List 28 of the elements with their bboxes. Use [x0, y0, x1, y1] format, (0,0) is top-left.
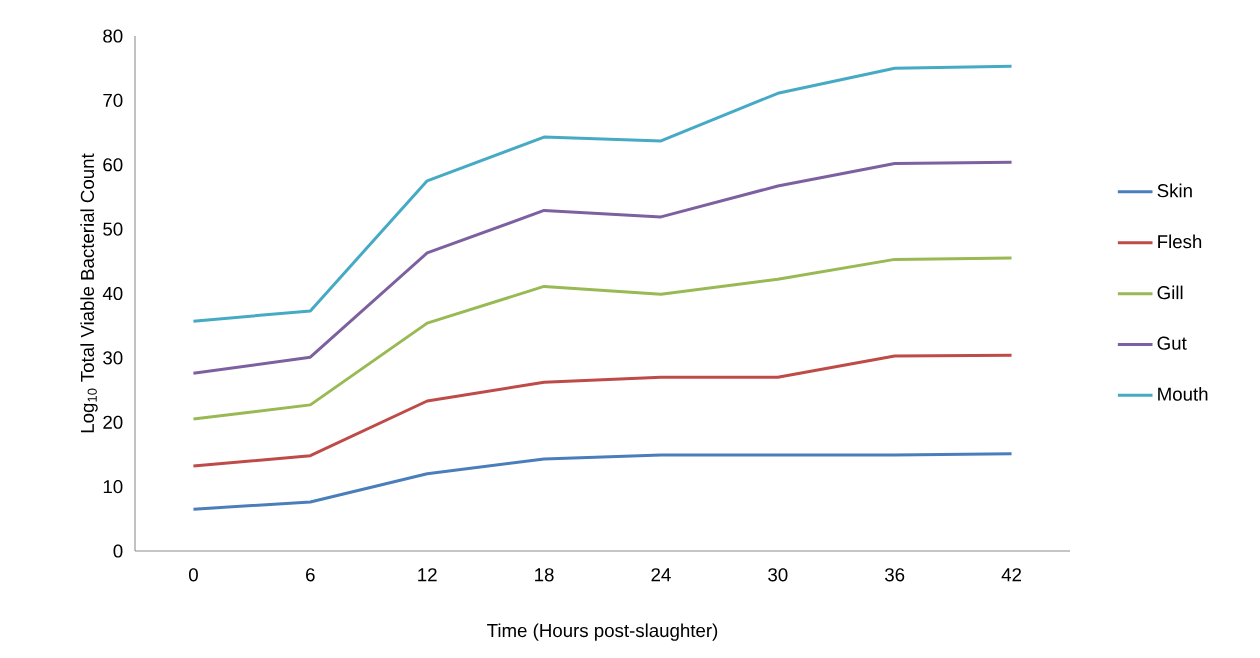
- line-series: [191, 256, 1014, 421]
- x-axis-title: Time (Hours post-slaughter): [487, 623, 718, 641]
- y-tick-label: 80: [103, 29, 123, 43]
- legend-label: Flesh: [1158, 234, 1202, 249]
- legend-label: Mouth: [1158, 387, 1208, 401]
- legend-label: Gut: [1157, 336, 1187, 350]
- y-axis-title: Log$_{10}$ Total Viable Bacterial Count: [80, 153, 98, 433]
- x-tick-label: 0: [188, 568, 198, 582]
- y-tick-label: 70: [103, 93, 123, 107]
- x-tick-label: 36: [885, 568, 905, 582]
- y-tick-label: 30: [103, 351, 123, 365]
- y-tick-label: 40: [102, 286, 123, 301]
- line-series: [191, 64, 1014, 323]
- y-tick-label: 50: [103, 222, 123, 236]
- x-tick-label: 18: [535, 568, 554, 582]
- line-series: [191, 160, 1014, 375]
- x-tick-label: 12: [418, 568, 437, 582]
- x-tick-label: 30: [768, 568, 788, 582]
- y-tick-label: 0: [113, 544, 123, 558]
- x-tick-label: 6: [306, 568, 315, 582]
- line-series: [191, 353, 1014, 468]
- x-tick-label: 24: [651, 568, 671, 582]
- y-tick-label: 60: [103, 158, 123, 172]
- y-tick-label: 10: [103, 480, 123, 494]
- legend-label: Skin: [1157, 183, 1192, 198]
- y-tick-label: 20: [103, 415, 123, 429]
- legend-label: Gill: [1157, 285, 1183, 300]
- x-tick-label: 42: [1001, 568, 1022, 582]
